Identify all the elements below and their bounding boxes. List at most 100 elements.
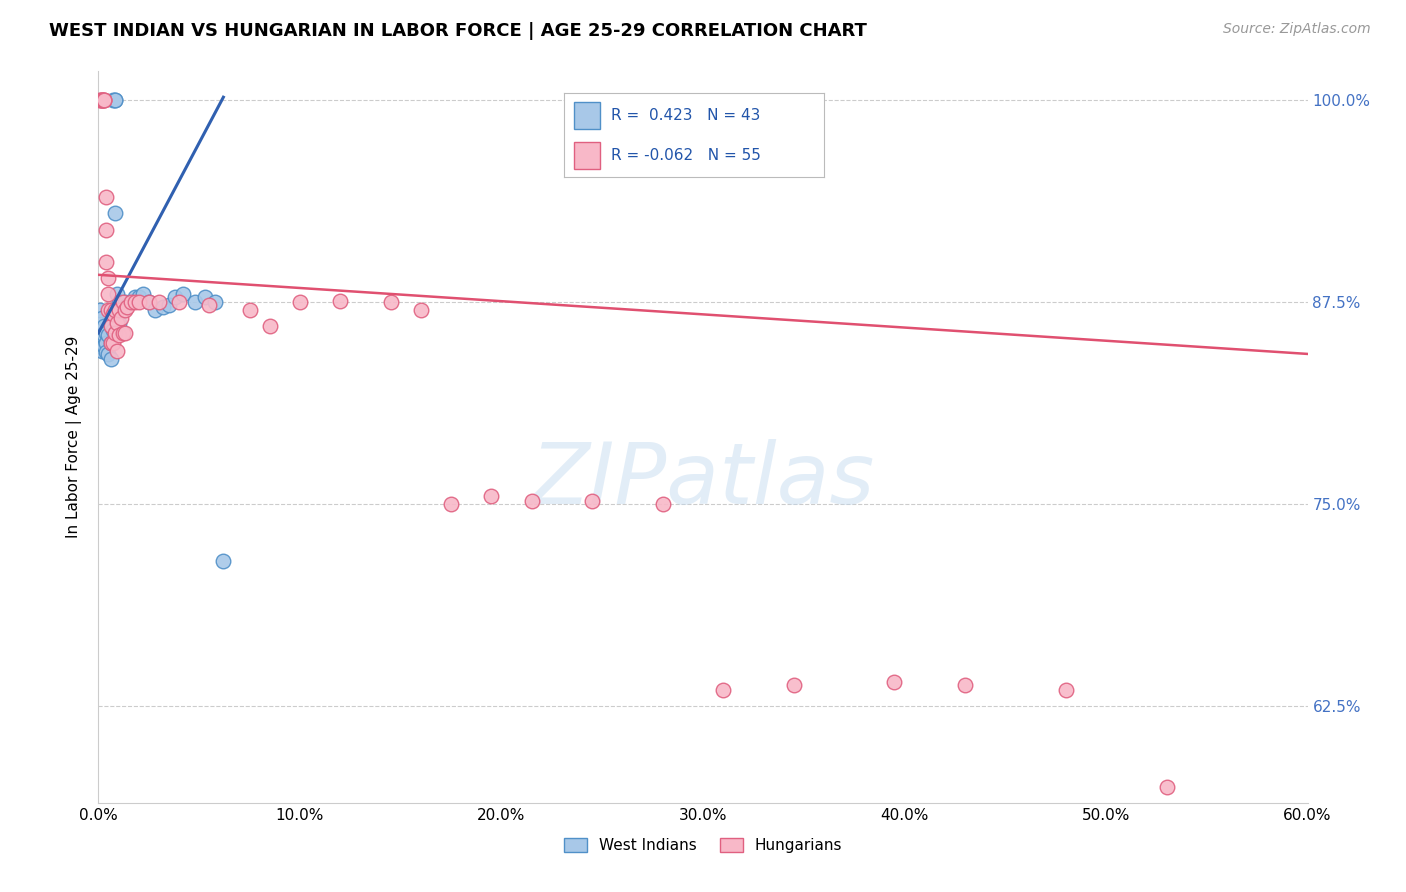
Point [96, 255, 118, 269]
Point [124, 295, 146, 310]
Point [111, 326, 134, 340]
Point [132, 287, 155, 301]
Point [184, 295, 207, 310]
Point [105, 316, 128, 330]
Point [97, 347, 120, 361]
Point [91, 94, 114, 108]
Point [124, 290, 146, 304]
Point [96, 222, 118, 236]
Point [651, 497, 673, 511]
Point [103, 206, 125, 220]
Point [481, 489, 503, 503]
Point [194, 290, 217, 304]
Point [172, 287, 194, 301]
Point [100, 351, 122, 366]
Point [239, 303, 262, 318]
Point [107, 303, 129, 318]
Point [97, 303, 120, 318]
Point [103, 303, 125, 318]
Point [329, 293, 352, 308]
Point [105, 307, 128, 321]
Point [93, 94, 115, 108]
Point [93, 94, 115, 108]
Point [96, 190, 118, 204]
Point [93, 339, 115, 353]
Point [100, 316, 122, 330]
Point [148, 295, 170, 310]
Point [96, 335, 118, 350]
Point [107, 295, 129, 310]
Point [143, 303, 166, 318]
Point [105, 287, 128, 301]
Point [288, 295, 311, 310]
Point [157, 298, 180, 312]
Point [1054, 682, 1077, 697]
Point [128, 295, 150, 310]
Point [152, 300, 174, 314]
Point [114, 326, 136, 340]
Point [711, 682, 734, 697]
Point [89, 94, 111, 108]
Point [128, 290, 150, 304]
Point [91, 94, 114, 108]
Point [114, 295, 136, 310]
Point [783, 678, 806, 692]
Point [96, 345, 118, 359]
Point [111, 303, 134, 318]
Point [163, 290, 186, 304]
Point [103, 94, 125, 108]
Point [440, 497, 463, 511]
Point [91, 94, 114, 108]
Point [380, 295, 402, 310]
Point [93, 319, 115, 334]
Point [103, 94, 125, 108]
Point [883, 674, 905, 689]
Point [97, 271, 120, 285]
Point [520, 494, 543, 508]
Point [409, 303, 432, 318]
Point [138, 295, 160, 310]
Point [115, 300, 138, 314]
Point [93, 94, 115, 108]
Point [212, 553, 235, 567]
Point [101, 94, 124, 108]
Point [103, 326, 125, 340]
Point [97, 287, 120, 301]
Point [101, 307, 124, 321]
Text: WEST INDIAN VS HUNGARIAN IN LABOR FORCE | AGE 25-29 CORRELATION CHART: WEST INDIAN VS HUNGARIAN IN LABOR FORCE … [49, 22, 868, 40]
Point [105, 343, 128, 358]
Point [91, 343, 114, 358]
Point [114, 303, 136, 318]
Point [204, 295, 226, 310]
Point [91, 327, 114, 342]
Text: ZIPatlas: ZIPatlas [531, 440, 875, 523]
Point [91, 311, 114, 326]
Legend: West Indians, Hungarians: West Indians, Hungarians [557, 830, 849, 861]
Point [89, 323, 111, 337]
Point [101, 323, 124, 337]
Point [259, 319, 281, 334]
Point [100, 303, 122, 318]
Point [111, 295, 134, 310]
Point [198, 298, 221, 312]
Point [96, 326, 118, 340]
Point [107, 327, 129, 342]
Point [100, 335, 122, 350]
Point [101, 335, 124, 350]
Point [107, 316, 129, 330]
Point [89, 94, 111, 108]
Point [581, 494, 603, 508]
Point [110, 311, 132, 326]
Point [115, 298, 138, 312]
Point [97, 327, 120, 342]
Point [100, 319, 122, 334]
Y-axis label: In Labor Force | Age 25-29: In Labor Force | Age 25-29 [66, 336, 83, 538]
Point [167, 295, 190, 310]
Point [1156, 780, 1178, 794]
Point [100, 335, 122, 350]
Point [110, 298, 132, 312]
Point [120, 295, 142, 310]
Text: Source: ZipAtlas.com: Source: ZipAtlas.com [1223, 22, 1371, 37]
Point [120, 295, 142, 310]
Point [93, 327, 115, 342]
